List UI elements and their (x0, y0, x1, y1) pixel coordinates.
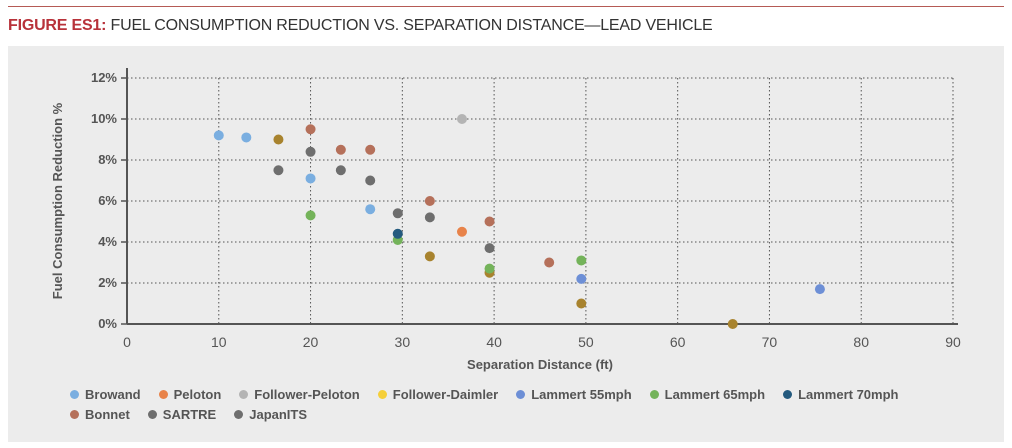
data-point-japanits (273, 165, 284, 176)
x-axis-label: Separation Distance (ft) (467, 357, 613, 372)
y-tick-label: 12% (91, 70, 117, 85)
data-point-lammert-55mph (576, 273, 587, 284)
x-tick-label: 70 (762, 334, 778, 350)
data-point-follower-daimler (727, 319, 738, 329)
data-point-peloton (456, 226, 467, 237)
figure-title-text: FUEL CONSUMPTION REDUCTION VS. SEPARATIO… (106, 17, 713, 34)
y-tick-label: 2% (98, 275, 117, 290)
x-tick-label: 50 (578, 334, 594, 350)
data-point-browand (305, 173, 316, 184)
x-tick-label: 40 (486, 334, 502, 350)
x-tick-label: 20 (303, 334, 319, 350)
data-point-follower-daimler (424, 251, 435, 262)
y-tick-label: 4% (98, 234, 117, 249)
legend: Browand Peloton Follower-Peloton Follower-D… (70, 384, 1000, 424)
data-point-bonnet (544, 257, 555, 268)
legend-item: JapanITS (234, 407, 307, 422)
y-tick-label: 0% (98, 316, 117, 331)
data-point-bonnet (305, 124, 316, 135)
legend-swatch (783, 389, 793, 399)
x-tick-label: 0 (123, 334, 131, 350)
data-point-bonnet (335, 144, 346, 155)
legend-label: Bonnet (85, 406, 130, 422)
y-tick-label: 6% (98, 193, 117, 208)
data-point-browand (365, 204, 376, 215)
data-point-lammert-65mph (576, 255, 587, 266)
data-point-lammert-70mph (392, 228, 403, 239)
top-rule (8, 6, 1004, 7)
chart-panel (8, 46, 1004, 442)
legend-label: Peloton (173, 386, 222, 402)
data-point-follower-peloton (456, 114, 467, 124)
legend-item: Follower-Daimler (377, 386, 499, 402)
data-point-bonnet (484, 216, 495, 227)
legend-label: Follower-Peloton (254, 386, 360, 402)
x-tick-label: 10 (211, 334, 227, 350)
legend-item: Follower-Peloton (239, 386, 360, 402)
legend-swatch (70, 389, 79, 399)
x-tick-label: 80 (853, 334, 869, 350)
data-point-sartre (424, 212, 435, 223)
x-tick-label: 60 (670, 334, 686, 350)
legend-label: Lammert 70mph (798, 386, 899, 402)
data-point-lammert-55mph (814, 284, 825, 295)
data-point-browand (241, 132, 252, 143)
data-point-bonnet (365, 144, 376, 155)
legend-item: SARTRE (147, 406, 217, 422)
legend-item: Lammert 55mph (516, 386, 632, 402)
data-point-follower-daimler (576, 298, 587, 309)
data-point-follower-daimler (273, 134, 284, 145)
legend-swatch (239, 389, 249, 399)
legend-swatch (70, 409, 79, 419)
legend-label: JapanITS (249, 406, 308, 422)
legend-label: SARTRE (162, 406, 217, 422)
data-point-browand (213, 130, 224, 141)
figure-label: FIGURE ES1: (8, 17, 107, 34)
data-point-bonnet (424, 196, 435, 206)
legend-item: Bonnet (70, 407, 130, 422)
legend-swatch (516, 389, 526, 399)
data-point-japanits (335, 165, 346, 176)
data-point-sartre (392, 208, 403, 219)
x-tick-label: 90 (945, 334, 961, 350)
y-tick-label: 8% (98, 152, 117, 167)
data-point-japanits (365, 175, 376, 186)
data-point-sartre (305, 146, 316, 157)
legend-label: Lammert 55mph (531, 386, 632, 402)
legend-item: Lammert 70mph (783, 387, 898, 402)
legend-swatch (147, 409, 157, 419)
legend-item: Peloton (158, 386, 222, 402)
legend-label: Browand (85, 386, 141, 402)
data-point-lammert-65mph (305, 210, 316, 221)
legend-swatch (158, 389, 168, 399)
data-point-sartre (484, 243, 495, 254)
legend-swatch (234, 409, 244, 419)
legend-item: Browand (70, 387, 141, 402)
y-tick-label: 10% (91, 111, 117, 126)
legend-swatch (377, 389, 387, 399)
legend-label: Follower-Daimler (392, 386, 499, 402)
legend-item: Lammert 65mph (649, 386, 766, 402)
y-axis-label: Fuel Consumption Reduction % (50, 102, 65, 299)
legend-swatch (649, 389, 659, 399)
data-point-lammert-65mph (484, 263, 495, 274)
figure-title: FIGURE ES1: FUEL CONSUMPTION REDUCTION V… (8, 17, 713, 35)
x-tick-label: 30 (395, 334, 411, 350)
legend-label: Lammert 65mph (664, 386, 766, 402)
